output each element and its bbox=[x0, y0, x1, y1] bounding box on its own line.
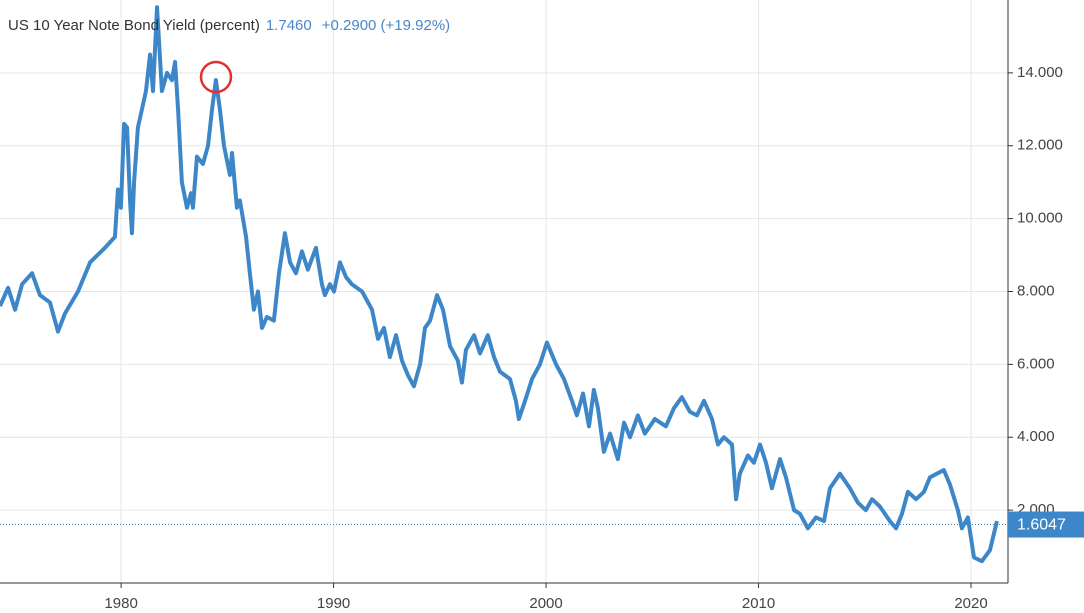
x-tick-label: 2010 bbox=[742, 595, 775, 612]
labels: 2.0004.0006.0008.00010.00012.00014.00019… bbox=[104, 64, 1084, 612]
highlight-circle bbox=[199, 60, 233, 94]
current-value-label: 1.6047 bbox=[1017, 517, 1066, 534]
change: +0.2900 (+19.92%) bbox=[322, 17, 450, 34]
chart-title: US 10 Year Note Bond Yield (percent) 1.74… bbox=[8, 17, 450, 34]
title-text: US 10 Year Note Bond Yield (percent) bbox=[8, 17, 260, 34]
current-value-box bbox=[1008, 511, 1084, 538]
y-tick-label: 4.000 bbox=[1017, 428, 1055, 445]
y-tick-label: 14.000 bbox=[1017, 64, 1063, 81]
quote: 1.7460 bbox=[266, 17, 312, 34]
x-tick-label: 1990 bbox=[317, 595, 350, 612]
y-tick-label: 6.000 bbox=[1017, 355, 1055, 372]
x-tick-label: 1980 bbox=[104, 595, 137, 612]
x-tick-label: 2020 bbox=[954, 595, 987, 612]
y-tick-label: 10.000 bbox=[1017, 210, 1063, 227]
y-tick-label: 12.000 bbox=[1017, 137, 1063, 154]
plot bbox=[0, 5, 1008, 564]
x-tick-label: 2000 bbox=[529, 595, 562, 612]
line-series bbox=[0, 5, 999, 564]
y-tick-label: 8.000 bbox=[1017, 282, 1055, 299]
